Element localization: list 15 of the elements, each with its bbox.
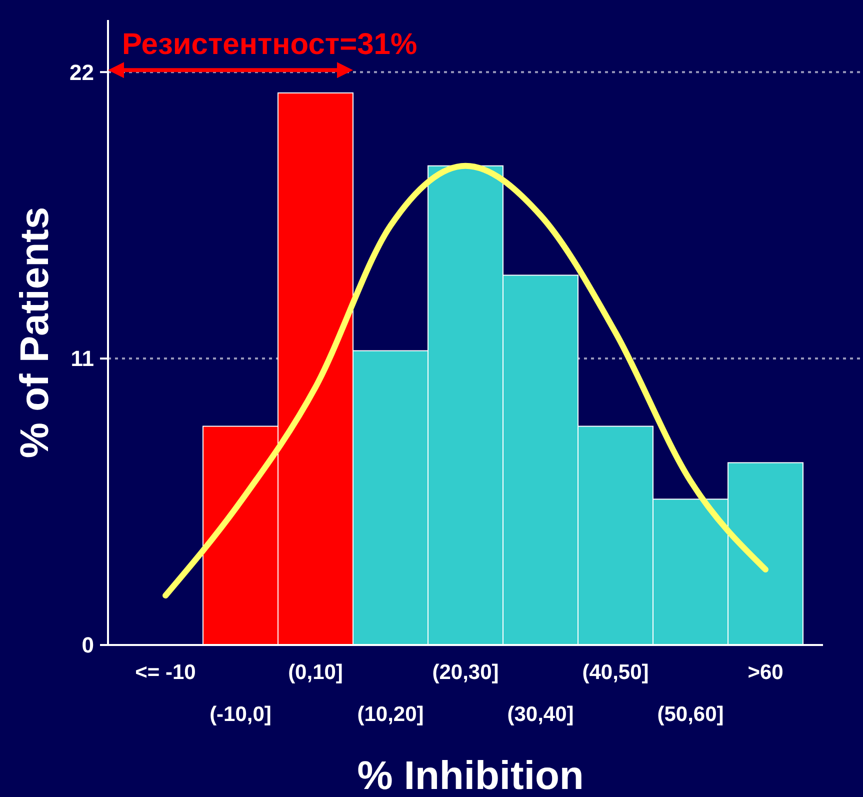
x-tick-label: (10,20]: [357, 703, 424, 726]
x-axis-title: % Inhibition: [357, 754, 584, 797]
x-tick-label: (30,40]: [507, 703, 574, 726]
y-tick-label: 0: [82, 632, 94, 658]
x-tick-label: (20,30]: [432, 661, 499, 684]
x-tick-label: (-10,0]: [210, 703, 272, 726]
x-tick-label: (0,10]: [288, 661, 343, 684]
x-tick-label: >60: [748, 661, 784, 684]
y-tick-label: 22: [70, 60, 94, 85]
y-tick-label: 11: [70, 346, 94, 372]
x-tick-label: (50,60]: [657, 703, 724, 726]
y-axis-title: % of Patients: [13, 206, 57, 458]
x-tick-label: (40,50]: [582, 661, 649, 684]
x-tick-label: <= -10: [135, 661, 196, 684]
annotation: Резистентност=31%: [122, 28, 418, 62]
